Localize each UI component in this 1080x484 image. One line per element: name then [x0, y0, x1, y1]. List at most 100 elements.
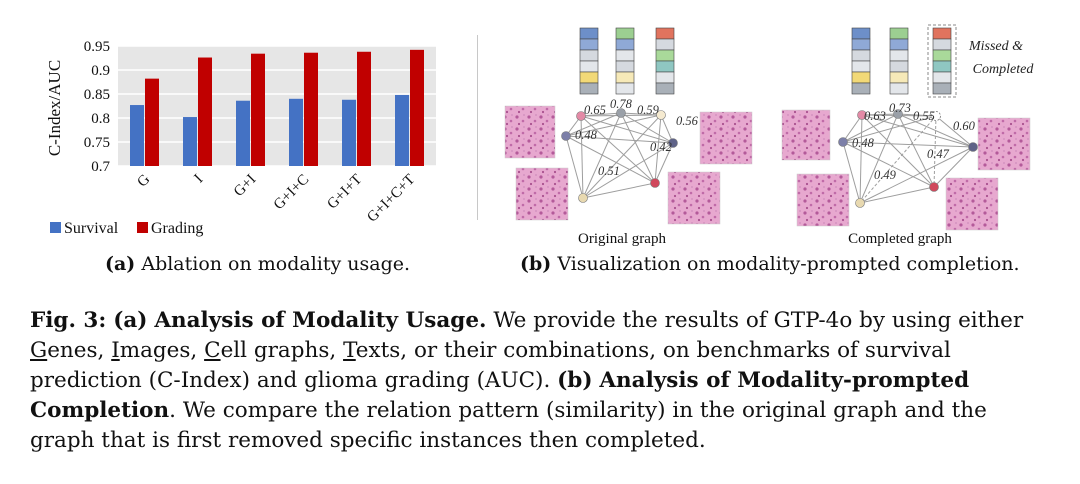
edge-value: 0.73: [889, 101, 911, 115]
graph-node: [576, 111, 586, 121]
graph-node: [893, 109, 903, 119]
edge-value: 0.63: [864, 109, 886, 123]
gene-stack-1: [579, 27, 599, 95]
images-initial: I: [111, 338, 120, 363]
original-graph-group: 0.65 0.78 0.59 0.56 0.48 0.42 0.51 Origi…: [504, 27, 753, 247]
graph-node: [838, 137, 848, 147]
texts-rest: exts,: [355, 338, 408, 363]
subfigure-a-text: Ablation on modality usage.: [141, 253, 411, 275]
caption-part-a-title: Analysis of Modality Usage.: [154, 308, 487, 333]
graph-node: [656, 110, 666, 120]
edge-value: 0.55: [913, 109, 935, 123]
x-tick-label: I: [191, 172, 206, 187]
bar-survival: [130, 105, 144, 166]
completed-graph-group: Missed & Completed: [781, 24, 1035, 247]
completed-graph-dashed-edges: [859, 115, 937, 204]
x-tick-label: G: [134, 171, 153, 190]
images-rest: mages,: [119, 338, 198, 363]
cells-rest: ell graphs,: [220, 338, 337, 363]
legend-label-grading: Grading: [151, 220, 203, 237]
bar-survival: [342, 99, 356, 166]
bar-grading: [145, 78, 159, 166]
tissue-image-6: [977, 117, 1031, 171]
tissue-image-1: [504, 105, 556, 159]
tissue-image-8: [945, 177, 999, 231]
caption-part-a-text1: We provide the results of GTP-4o by usin…: [493, 308, 1024, 333]
graph-node: [561, 131, 571, 141]
edge-value: 0.56: [676, 114, 699, 128]
edge-value: 0.48: [575, 128, 598, 142]
y-axis-label: C-Index/AUC: [45, 60, 64, 156]
edge-value: 0.59: [637, 103, 660, 117]
annotation-line-1: Missed &: [968, 39, 1023, 54]
cells-initial: C: [204, 338, 221, 363]
x-tick-label: G+I+C+T: [364, 172, 418, 226]
completed-graph-title: Completed graph: [848, 231, 952, 247]
y-tick-label: 0.9: [91, 63, 110, 79]
y-tick-label: 0.7: [91, 159, 110, 175]
graph-node: [968, 142, 978, 152]
graph-node: [578, 193, 588, 203]
figure-label: Fig. 3:: [30, 308, 107, 333]
edge-value: 0.47: [927, 147, 950, 161]
bar-survival: [183, 117, 197, 166]
panel-divider: [477, 35, 478, 220]
genes-initial: G: [30, 338, 48, 363]
y-tick-label: 0.95: [84, 39, 110, 55]
caption-part-b-label: (b): [557, 368, 593, 393]
gene-stack-2: [615, 27, 635, 95]
subfigure-b-caption: (b) Visualization on modality-prompted c…: [520, 253, 1020, 275]
tissue-image-4: [667, 171, 721, 225]
legend-swatch-grading: [137, 222, 148, 233]
graph-node: [668, 138, 678, 148]
graph-node: [616, 108, 626, 118]
edge-value: 0.65: [584, 103, 606, 117]
bar-grading: [251, 53, 265, 166]
caption-part-a-text2: or their combinations, on benchmarks of …: [30, 338, 951, 393]
plot-background: [118, 46, 436, 166]
legend-swatch-survival: [50, 222, 61, 233]
bar-grading: [410, 49, 424, 167]
caption-part-b-title: Analysis of Modality-prompted Completion: [30, 368, 970, 423]
edge-value: 0.48: [852, 136, 875, 150]
original-graph-title: Original graph: [578, 231, 666, 247]
edge-value: 0.78: [610, 97, 633, 111]
graph-node: [650, 178, 660, 188]
gene-stack-5: [889, 27, 909, 95]
x-tick-label: G+I+C: [271, 172, 313, 214]
gene-stack-4: [851, 27, 871, 95]
subfigure-a-label: (a): [105, 253, 136, 275]
graph-node: [929, 182, 939, 192]
bar-grading: [304, 52, 318, 166]
bar-chart: 0.7 0.75 0.8 0.85 0.9 0.95 G I G+I G+I+C G+I+TG+I…: [45, 39, 436, 237]
gene-stack-6: [932, 27, 952, 95]
graph-visualization: 0.65 0.78 0.59 0.56 0.48 0.42 0.51 Origi…: [504, 24, 1035, 247]
figure-caption: Fig. 3: (a) Analysis of Modality Usage. …: [30, 306, 1055, 456]
bar-survival: [236, 100, 250, 166]
original-graph-edges: [565, 112, 674, 199]
caption-part-b-text: . We compare the relation pattern (simil…: [30, 398, 987, 453]
subfigure-b-text: Visualization on modality-prompted compl…: [557, 253, 1020, 275]
subfigure-a-caption: (a) Ablation on modality usage.: [105, 253, 410, 275]
y-tick-label: 0.75: [84, 135, 110, 151]
x-tick-label: G+I+T: [324, 172, 365, 213]
tissue-image-7: [796, 173, 850, 227]
legend-label-survival: Survival: [64, 220, 119, 237]
subfigure-b-label: (b): [520, 253, 552, 275]
graph-node: [857, 110, 867, 120]
bar-survival: [395, 94, 409, 166]
y-tick-label: 0.8: [91, 111, 110, 127]
bar-grading: [198, 57, 212, 166]
tissue-image-2: [699, 111, 753, 165]
x-tick-label: G+I: [231, 172, 259, 200]
edge-value: 0.60: [953, 119, 976, 133]
edge-value: 0.49: [874, 168, 897, 182]
genes-rest: enes,: [47, 338, 105, 363]
annotation-line-2: Completed: [973, 62, 1035, 77]
y-tick-label: 0.85: [84, 87, 110, 103]
edge-value: 0.51: [598, 164, 620, 178]
gene-stack-3: [655, 27, 675, 95]
tissue-image-3: [515, 167, 569, 221]
bar-survival: [289, 98, 303, 166]
